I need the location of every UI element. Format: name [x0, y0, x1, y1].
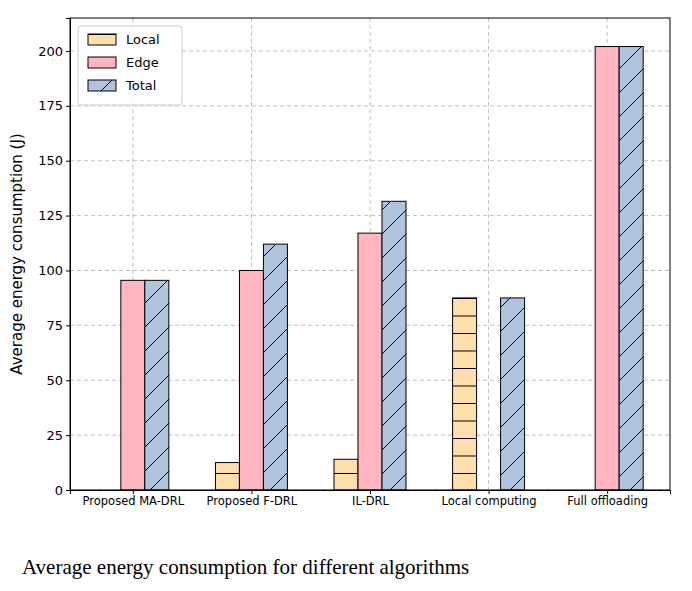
y-tick-label: 50 — [46, 373, 63, 388]
y-tick: 50 — [46, 373, 70, 388]
bar — [382, 201, 406, 490]
bar — [145, 280, 169, 490]
legend-label: Local — [126, 32, 160, 47]
x-tick: Proposed MA-DRL — [83, 490, 185, 508]
x-tick-label: Proposed MA-DRL — [83, 494, 185, 508]
legend-swatch — [88, 34, 116, 45]
legend-label: Edge — [126, 55, 159, 70]
x-tick: Proposed F-DRL — [207, 490, 298, 508]
x-tick-label: IL-DRL — [352, 494, 390, 508]
bar — [595, 47, 619, 490]
plot: 0255075100125150175200Proposed MA-DRLPro… — [38, 18, 670, 508]
x-axis: Proposed MA-DRL Proposed F-DRL IL-DRL Local… — [71, 490, 671, 508]
y-tick-label: 75 — [46, 318, 63, 333]
y-tick-mark — [66, 490, 70, 491]
y-tick-label: 200 — [38, 44, 63, 59]
x-tick: Local computing — [442, 490, 537, 508]
y-tick-label: 150 — [38, 153, 63, 168]
frame — [70, 18, 670, 490]
y-tick: 0 — [55, 483, 70, 498]
y-tick: 200 — [38, 44, 70, 59]
y-axis-title: Average energy consumption (J) — [8, 133, 26, 374]
y-tick-mark — [66, 51, 70, 52]
y-tick-mark — [66, 161, 70, 162]
bar — [263, 244, 287, 490]
y-axis-line — [66, 19, 71, 491]
x-tick: IL-DRL — [352, 490, 390, 508]
y-tick: 75 — [46, 318, 70, 333]
title: Average energy consumption for different… — [22, 555, 469, 579]
grid — [70, 18, 670, 490]
y-tick-mark — [66, 106, 70, 107]
y-tick-mark — [66, 216, 70, 217]
y-tick-mark — [66, 270, 70, 271]
y-tick-label: 175 — [38, 98, 63, 113]
bar — [501, 298, 525, 490]
bar — [453, 298, 477, 490]
bar — [215, 463, 239, 490]
y-tick: 25 — [46, 428, 70, 443]
legend-item: Local — [88, 32, 160, 47]
y-axis: 0 25 50 75 100 125 150 175 200 — [38, 19, 70, 498]
legend: Local Edge Total — [78, 26, 182, 105]
y-tick-label: 0 — [55, 483, 63, 498]
legend-label: Total — [125, 78, 156, 93]
y-tick: 125 — [38, 208, 70, 223]
x-tick: Full offloading — [567, 490, 648, 508]
y-tick-mark — [66, 325, 70, 326]
bar — [239, 270, 263, 490]
y-tick: 175 — [38, 98, 70, 113]
x-tick-label: Full offloading — [567, 494, 648, 508]
bar — [121, 280, 145, 490]
y-tick: 100 — [38, 263, 70, 278]
y-tick-label: 125 — [38, 208, 63, 223]
y-tick: 150 — [38, 153, 70, 168]
y-tick-label: 25 — [46, 428, 63, 443]
bar — [334, 459, 358, 490]
bar — [358, 233, 382, 490]
legend-swatch — [88, 80, 116, 91]
y-tick-mark — [66, 380, 70, 381]
bar — [619, 47, 643, 490]
legend-item: Total — [88, 78, 156, 93]
chart: 0255075100125150175200Proposed MA-DRLPro… — [0, 0, 692, 591]
legend-item: Edge — [88, 55, 159, 70]
legend-box — [78, 26, 182, 105]
legend-swatch — [88, 57, 116, 68]
x-tick-label: Proposed F-DRL — [207, 494, 298, 508]
grid-line — [488, 18, 489, 490]
y-tick-label: 100 — [38, 263, 63, 278]
bars — [121, 47, 643, 490]
x-tick-label: Local computing — [442, 494, 537, 508]
y-tick-mark — [66, 435, 70, 436]
